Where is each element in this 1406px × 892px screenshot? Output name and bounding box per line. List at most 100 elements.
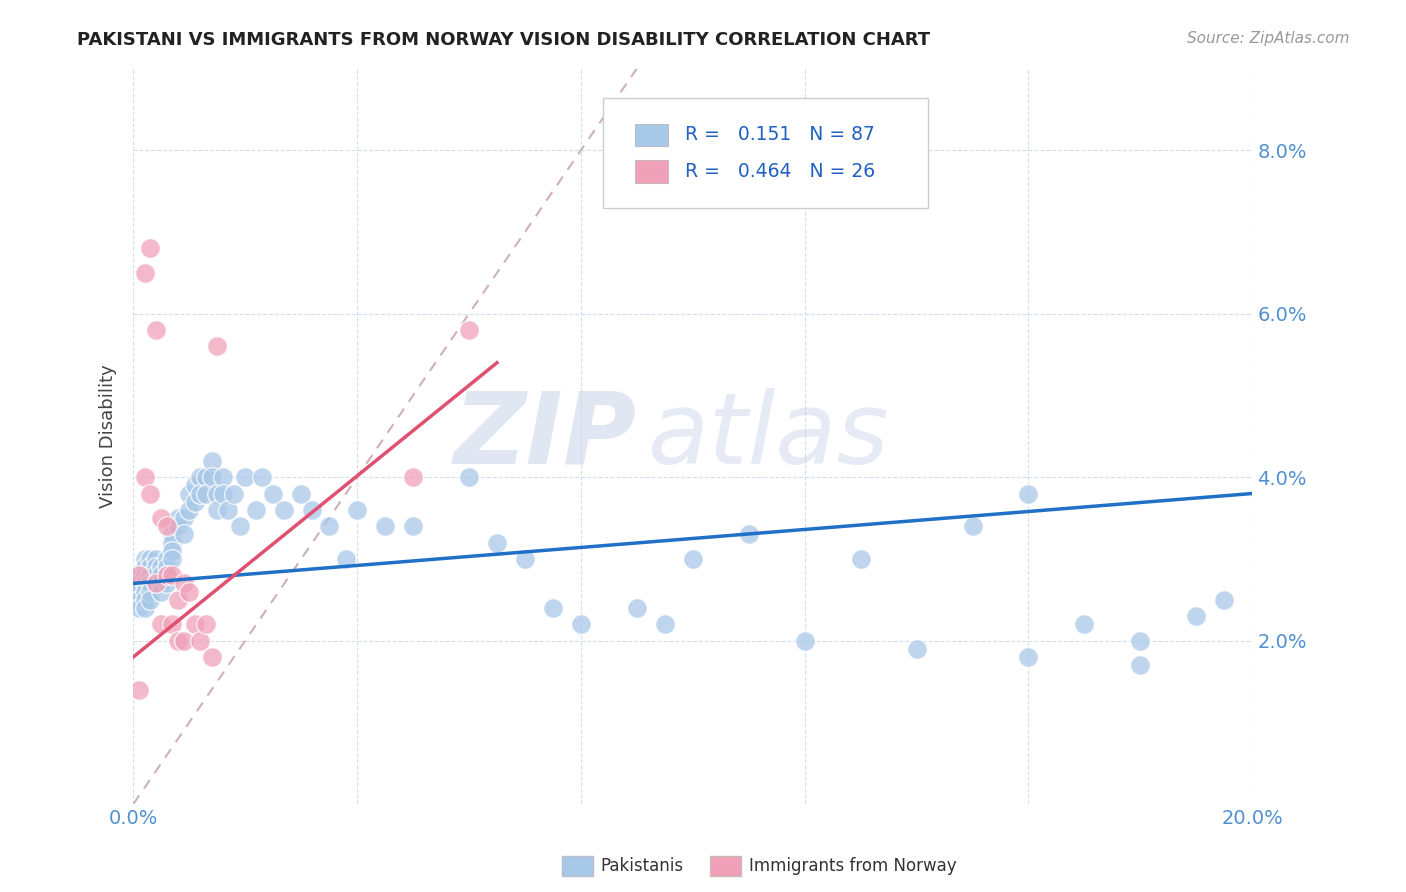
FancyBboxPatch shape xyxy=(634,161,668,183)
Point xyxy=(184,478,207,492)
Y-axis label: Vision Disability: Vision Disability xyxy=(100,365,117,508)
Point xyxy=(1018,486,1040,500)
Point xyxy=(346,503,368,517)
Point xyxy=(173,511,195,525)
Point xyxy=(156,568,179,582)
Point xyxy=(179,584,201,599)
Text: Source: ZipAtlas.com: Source: ZipAtlas.com xyxy=(1187,31,1350,46)
Point xyxy=(682,552,704,566)
Text: R =   0.151   N = 87: R = 0.151 N = 87 xyxy=(685,125,875,145)
Point xyxy=(162,543,184,558)
Point xyxy=(156,576,179,591)
Point xyxy=(793,633,815,648)
Point xyxy=(402,470,425,484)
Point xyxy=(1185,609,1208,624)
Point xyxy=(190,470,212,484)
Point xyxy=(134,560,156,574)
Point xyxy=(458,470,481,484)
Point xyxy=(184,617,207,632)
Point xyxy=(139,241,162,255)
Point xyxy=(1213,592,1236,607)
Point xyxy=(290,486,312,500)
Point xyxy=(190,486,212,500)
Point xyxy=(1129,658,1152,673)
Point xyxy=(195,617,218,632)
Text: atlas: atlas xyxy=(648,388,890,484)
Point xyxy=(273,503,295,517)
Point xyxy=(134,584,156,599)
Point xyxy=(162,535,184,549)
Point xyxy=(145,568,167,582)
Text: ZIP: ZIP xyxy=(454,388,637,484)
Point xyxy=(145,323,167,337)
Point xyxy=(162,552,184,566)
Point xyxy=(150,576,173,591)
Point xyxy=(1129,633,1152,648)
Text: Pakistanis: Pakistanis xyxy=(600,857,683,875)
Point xyxy=(458,323,481,337)
Point xyxy=(195,470,218,484)
Point xyxy=(211,470,233,484)
Point xyxy=(145,552,167,566)
Point xyxy=(134,601,156,615)
Point xyxy=(374,519,396,533)
Point xyxy=(654,617,676,632)
FancyBboxPatch shape xyxy=(603,98,928,208)
Point xyxy=(150,560,173,574)
Point xyxy=(211,486,233,500)
Point xyxy=(569,617,592,632)
Point xyxy=(173,527,195,541)
Point xyxy=(184,494,207,508)
Point xyxy=(145,576,167,591)
Text: Immigrants from Norway: Immigrants from Norway xyxy=(749,857,957,875)
Point xyxy=(318,519,340,533)
Point xyxy=(217,503,239,517)
Point xyxy=(134,568,156,582)
Point xyxy=(156,519,179,533)
Point xyxy=(150,617,173,632)
Point xyxy=(485,535,508,549)
Point xyxy=(139,584,162,599)
Point xyxy=(301,503,323,517)
Point xyxy=(738,527,761,541)
Point xyxy=(167,592,190,607)
Point xyxy=(139,552,162,566)
Text: PAKISTANI VS IMMIGRANTS FROM NORWAY VISION DISABILITY CORRELATION CHART: PAKISTANI VS IMMIGRANTS FROM NORWAY VISI… xyxy=(77,31,931,49)
Point xyxy=(173,633,195,648)
Point xyxy=(179,503,201,517)
Point xyxy=(156,560,179,574)
Point xyxy=(134,576,156,591)
Point xyxy=(128,584,150,599)
Point xyxy=(150,511,173,525)
Point xyxy=(207,339,229,353)
Point xyxy=(139,560,162,574)
Point xyxy=(222,486,245,500)
Point xyxy=(201,470,224,484)
Point xyxy=(134,470,156,484)
Point xyxy=(162,527,184,541)
Point xyxy=(1073,617,1095,632)
Point xyxy=(262,486,284,500)
Point xyxy=(134,266,156,280)
Point xyxy=(139,568,162,582)
Point xyxy=(150,584,173,599)
Point xyxy=(207,486,229,500)
Point xyxy=(173,576,195,591)
Point xyxy=(201,454,224,468)
Point xyxy=(849,552,872,566)
Point xyxy=(128,568,150,582)
Point xyxy=(134,592,156,607)
Point xyxy=(190,633,212,648)
Point xyxy=(201,650,224,665)
Point xyxy=(541,601,564,615)
Point xyxy=(195,486,218,500)
Point xyxy=(626,601,648,615)
Point xyxy=(128,592,150,607)
Point xyxy=(139,576,162,591)
Point xyxy=(228,519,250,533)
Point xyxy=(128,682,150,697)
Point xyxy=(233,470,256,484)
Text: R =   0.464   N = 26: R = 0.464 N = 26 xyxy=(685,162,875,181)
Point xyxy=(335,552,357,566)
Point xyxy=(150,568,173,582)
